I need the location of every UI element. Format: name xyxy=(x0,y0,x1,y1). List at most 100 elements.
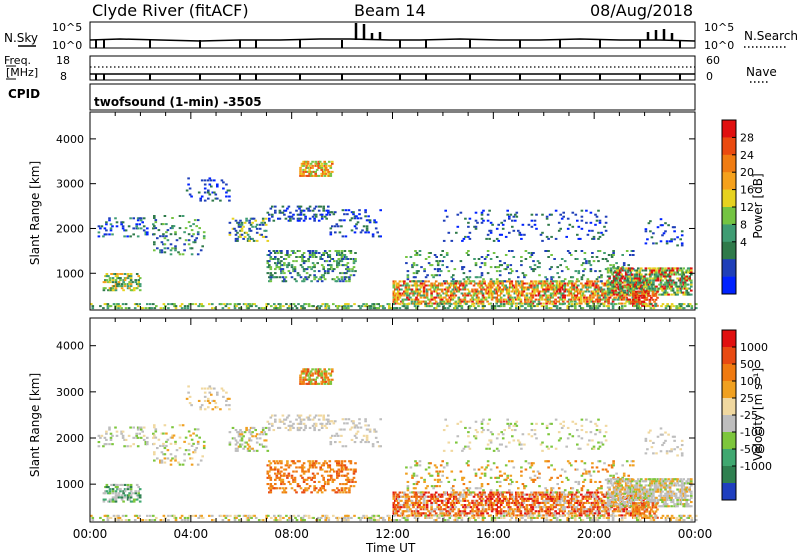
echo-cell xyxy=(612,254,615,256)
echo-cell xyxy=(289,483,292,485)
echo-cell xyxy=(254,220,257,222)
echo-cell xyxy=(487,250,490,252)
echo-cell xyxy=(338,475,341,477)
echo-cell xyxy=(354,469,357,471)
echo-cell xyxy=(620,292,623,294)
echo-cell xyxy=(122,435,125,437)
echo-cell xyxy=(245,427,248,429)
echo-cell xyxy=(251,435,254,437)
echo-cell xyxy=(559,264,562,266)
echo-cell xyxy=(203,447,206,449)
echo-cell xyxy=(588,262,591,264)
echo-cell xyxy=(417,270,420,272)
echo-cell xyxy=(408,295,411,297)
echo-cell xyxy=(152,437,155,439)
echo-cell xyxy=(105,443,108,445)
echo-cell xyxy=(116,273,119,275)
echo-cell xyxy=(336,276,339,278)
echo-cell xyxy=(477,514,480,516)
echo-cell xyxy=(537,260,540,262)
echo-cell xyxy=(338,473,341,475)
echo-cell xyxy=(329,479,332,481)
echo-cell xyxy=(332,258,335,260)
echo-cell xyxy=(316,491,319,493)
echo-cell xyxy=(640,267,643,269)
echo-cell xyxy=(553,258,556,260)
echo-cell xyxy=(450,508,453,510)
echo-cell xyxy=(146,443,149,445)
echo-cell xyxy=(353,303,356,305)
echo-cell xyxy=(409,297,412,299)
echo-cell xyxy=(153,249,156,251)
echo-cell xyxy=(455,280,458,282)
echo-cell xyxy=(313,208,316,210)
echo-cell xyxy=(303,473,306,475)
echo-cell xyxy=(560,287,563,289)
echo-cell xyxy=(277,252,280,254)
echo-cell xyxy=(267,240,270,242)
echo-cell xyxy=(285,303,288,305)
echo-cell xyxy=(517,230,520,232)
echo-cell xyxy=(307,163,310,165)
echo-cell xyxy=(633,282,636,284)
echo-cell xyxy=(303,307,306,309)
echo-cell xyxy=(345,256,348,258)
echo-cell xyxy=(470,506,473,508)
echo-cell xyxy=(288,270,291,272)
echo-cell xyxy=(228,307,231,309)
echo-cell xyxy=(586,301,589,303)
echo-cell xyxy=(376,231,379,233)
echo-cell xyxy=(532,295,535,297)
echo-cell xyxy=(106,490,109,492)
echo-cell xyxy=(500,297,503,299)
echo-cell xyxy=(639,280,642,282)
y-tick-label: 4000 xyxy=(56,133,84,146)
echo-cell xyxy=(645,242,648,244)
echo-cell xyxy=(430,506,433,508)
echo-cell xyxy=(187,392,190,394)
echo-cell xyxy=(399,297,402,299)
echo-cell xyxy=(303,262,306,264)
echo-cell xyxy=(509,307,512,309)
echo-cell xyxy=(307,471,310,473)
echo-cell xyxy=(323,175,326,177)
echo-cell xyxy=(348,479,351,481)
echo-cell xyxy=(638,305,641,307)
echo-cell xyxy=(313,477,316,479)
echo-cell xyxy=(464,289,467,291)
echo-cell xyxy=(598,297,601,299)
echo-cell xyxy=(518,283,521,285)
echo-cell xyxy=(329,214,332,216)
echo-cell xyxy=(500,303,503,305)
echo-cell xyxy=(268,423,271,425)
echo-cell xyxy=(535,214,538,216)
echo-cell xyxy=(660,218,663,220)
echo-cell xyxy=(375,227,378,229)
echo-cell xyxy=(315,460,318,462)
echo-cell xyxy=(115,287,118,289)
echo-cell xyxy=(294,477,297,479)
echo-cell xyxy=(366,439,369,441)
echo-cell xyxy=(517,492,520,494)
echo-cell xyxy=(488,210,491,212)
echo-cell xyxy=(566,285,569,287)
echo-cell xyxy=(676,294,679,296)
echo-cell xyxy=(475,220,478,222)
echo-cell xyxy=(369,431,372,433)
echo-cell xyxy=(121,499,124,501)
echo-cell xyxy=(331,225,334,227)
echo-cell xyxy=(359,307,362,309)
echo-cell xyxy=(449,287,452,289)
echo-cell xyxy=(498,295,501,297)
echo-cell xyxy=(110,305,113,307)
echo-cell xyxy=(506,210,509,212)
echo-cell xyxy=(173,303,176,305)
echo-cell xyxy=(436,496,439,498)
echo-cell xyxy=(574,299,577,301)
echo-cell xyxy=(367,231,370,233)
echo-cell xyxy=(518,494,521,496)
echo-cell xyxy=(508,500,511,502)
echo-cell xyxy=(204,192,207,194)
echo-cell xyxy=(531,220,534,222)
echo-cell xyxy=(159,445,162,447)
